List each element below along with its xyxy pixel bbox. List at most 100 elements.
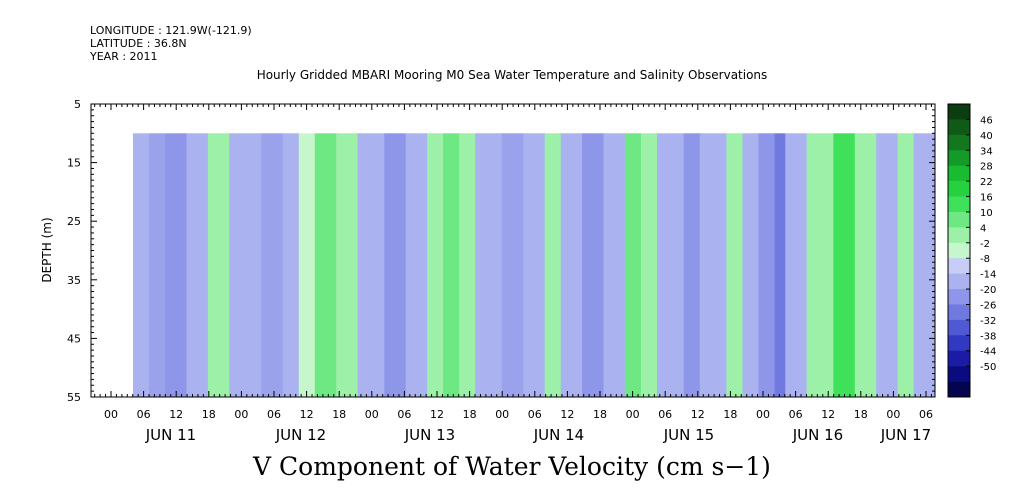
x-hour-label: 18 [593, 408, 607, 421]
colorbar-swatch [948, 350, 970, 367]
heatmap-band [186, 133, 209, 398]
colorbar-label: -38 [980, 331, 996, 342]
x-day-label: JUN 12 [275, 426, 326, 444]
x-hour-label: 00 [626, 408, 640, 421]
x-hour-label: 18 [332, 408, 346, 421]
heatmap-band [384, 133, 407, 398]
heatmap-band [582, 133, 605, 398]
colorbar-swatch [948, 242, 970, 259]
heatmap-band [207, 133, 230, 398]
colorbar-label: 46 [980, 115, 993, 126]
metadata-block: LONGITUDE : 121.9W(-121.9) LATITUDE : 36… [90, 24, 252, 63]
heatmap-band [603, 133, 626, 398]
colorbar-frame [947, 103, 971, 398]
colorbar-swatch [948, 381, 970, 398]
heatmap-band [624, 133, 642, 398]
heatmap-band [229, 133, 262, 398]
heatmap-band [133, 133, 150, 398]
longitude-text: LONGITUDE : 121.9W(-121.9) [90, 24, 252, 37]
x-day-label: JUN 15 [663, 426, 714, 444]
colorbar-label: 40 [980, 131, 993, 142]
x-hour-label: 00 [365, 408, 379, 421]
heatmap-band [261, 133, 284, 398]
x-hour-label: 12 [560, 408, 574, 421]
colorbar-swatch [948, 119, 970, 136]
x-hour-label: 18 [463, 408, 477, 421]
x-day-label: JUN 17 [880, 426, 931, 444]
y-tick-label: 35 [67, 274, 81, 287]
chart-title: Hourly Gridded MBARI Mooring M0 Sea Wate… [256, 68, 768, 82]
colorbar-swatch [948, 134, 970, 151]
heatmap-band [149, 133, 166, 398]
heatmap-band [427, 133, 444, 398]
x-hour-label: 00 [104, 408, 118, 421]
x-day-label: JUN 13 [404, 426, 455, 444]
heatmap-band [443, 133, 460, 398]
y-tick-label: 55 [67, 391, 81, 404]
x-hour-label: 12 [169, 408, 183, 421]
colorbar-swatch [948, 366, 970, 382]
x-day-label: JUN 11 [145, 426, 196, 444]
colorbar-label: -50 [980, 362, 996, 373]
x-hour-label: 18 [202, 408, 216, 421]
x-hour-label: 00 [756, 408, 770, 421]
colorbar-swatch [948, 165, 970, 182]
colorbar-swatch [948, 319, 970, 336]
colorbar-label: 22 [980, 177, 993, 188]
x-day-label: JUN 14 [533, 426, 584, 444]
heatmap-band [683, 133, 701, 398]
x-hour-label: 06 [137, 408, 151, 421]
x-axis-label: V Component of Water Velocity (cm s−1) [253, 452, 771, 481]
heatmap-band [640, 133, 658, 398]
heatmap-band [459, 133, 476, 398]
x-day-label: JUN 16 [792, 426, 843, 444]
colorbar-swatch [948, 258, 970, 274]
colorbar-label: 16 [980, 193, 993, 204]
heatmap-band [726, 133, 744, 398]
x-hour-label: 18 [854, 408, 868, 421]
colorbar-label: -44 [980, 347, 996, 358]
colorbar-swatch [948, 227, 970, 244]
heatmap-band [544, 133, 562, 398]
colorbar-swatch [948, 181, 970, 197]
x-hour-label: 00 [234, 408, 248, 421]
heatmap-band [501, 133, 524, 398]
x-hour-label: 12 [691, 408, 705, 421]
colorbar-label: -14 [980, 270, 996, 281]
colorbar-swatch [948, 304, 970, 321]
colorbar-swatch [948, 196, 970, 213]
heatmap-band [876, 133, 899, 398]
heatmap-data-layer [133, 133, 936, 398]
colorbar-label: -2 [980, 239, 990, 250]
x-hour-label: 06 [658, 408, 672, 421]
x-hour-label: 06 [919, 408, 933, 421]
heatmap-band [758, 133, 776, 398]
x-hour-label: 12 [430, 408, 444, 421]
x-hour-label: 18 [723, 408, 737, 421]
x-hour-label: 00 [495, 408, 509, 421]
heatmap-band [475, 133, 503, 398]
colorbar-swatch [948, 150, 970, 166]
heatmap-band [897, 133, 915, 398]
year-text: YEAR : 2011 [90, 50, 158, 63]
heatmap-band [165, 133, 187, 398]
colorbar-swatch [948, 289, 970, 305]
colorbar-label: -20 [980, 285, 996, 296]
colorbar: 46 40 34 28 22 16 10 4 -2 -8 -14 -20 -26 -32 -38 -44 -50 [947, 103, 996, 398]
heatmap-band [854, 133, 877, 398]
y-tick-label: 15 [67, 157, 81, 170]
heatmap-band [774, 133, 786, 398]
y-tick-label: 5 [74, 98, 81, 111]
colorbar-label: 4 [980, 223, 986, 234]
x-hour-label: 06 [267, 408, 281, 421]
colorbar-label: 10 [980, 208, 993, 219]
colorbar-label: -8 [980, 254, 990, 265]
colorbar-swatch [948, 335, 970, 352]
x-hour-label: 12 [821, 408, 835, 421]
heatmap-band [742, 133, 760, 398]
heatmap-band [806, 133, 834, 398]
heatmap-band [405, 133, 428, 398]
heatmap-band [523, 133, 546, 398]
axes: 5 15 25 35 45 55 00 06 12 18 00 06 12 18 00 06 12 18 00 06 1… [67, 98, 936, 444]
colorbar-label: 28 [980, 162, 993, 173]
